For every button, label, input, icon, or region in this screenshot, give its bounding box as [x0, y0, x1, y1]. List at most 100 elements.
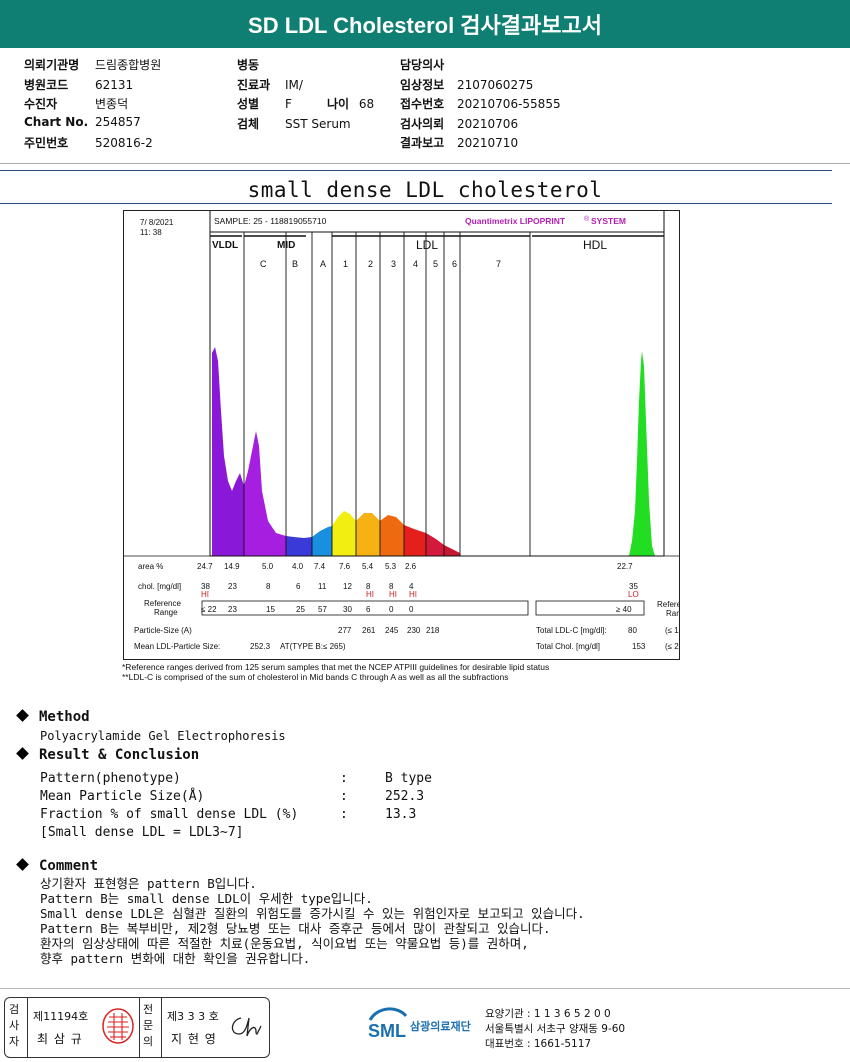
- comment-line: Pattern B는 small dense LDL이 우세한 type입니다.: [40, 891, 373, 906]
- method-heading: Method: [16, 709, 90, 725]
- info-value: 20210710: [457, 136, 519, 150]
- area-label: area %: [138, 562, 163, 571]
- examiner-number: 제11194호: [33, 1010, 89, 1023]
- comment-title: Comment: [39, 858, 99, 874]
- age-field: 나이 68: [327, 95, 374, 112]
- area-value: 2.6: [405, 562, 417, 571]
- peak-ldl5: [426, 533, 444, 556]
- info-label: Chart No.: [24, 114, 89, 129]
- mean-type: AT(TYPE B:≤ 265): [280, 642, 346, 651]
- info-label: 수진자: [24, 97, 58, 111]
- peak-ldl4: [404, 525, 426, 556]
- info-row: Chart No. 254857: [24, 115, 141, 129]
- area-value: 5.4: [362, 562, 374, 571]
- peak-vldl: [212, 347, 244, 556]
- info-row: 주민번호 520816-2: [24, 134, 153, 151]
- band-label: 3: [391, 259, 396, 269]
- result-label: Fraction % of small dense LDL (%): [40, 807, 299, 822]
- lab-address: 서울특별시 서초구 양재동 9-60: [485, 1023, 626, 1035]
- chol-flag: HI: [201, 590, 209, 599]
- hdl-ref-value: ≥ 40: [616, 605, 632, 614]
- info-row: 접수번호 20210706-55855: [400, 95, 561, 112]
- result-label: Pattern(phenotype): [40, 771, 181, 786]
- area-value: 14.9: [224, 562, 240, 571]
- result-note: [Small dense LDL = LDL3~7]: [40, 825, 244, 840]
- header-divider: [0, 163, 850, 164]
- age-label: 나이: [327, 97, 350, 111]
- comment-text: 상기환자 표현형은 pattern B입니다. Pattern B는 small …: [40, 876, 585, 966]
- result-heading: Result & Conclusion: [16, 747, 200, 763]
- specialist-side-label: 전문의: [143, 1003, 154, 1048]
- band-label: 6: [452, 259, 457, 269]
- specialist-signature-icon: [231, 1017, 262, 1037]
- sml-logo-text: SML: [368, 1021, 406, 1041]
- result-row: Pattern(phenotype): B type: [40, 771, 432, 786]
- comment-line: 상기환자 표현형은 pattern B입니다.: [40, 876, 257, 891]
- group-label-hdl: HDL: [583, 238, 607, 252]
- result-title: Result & Conclusion: [39, 747, 200, 763]
- hdl-chol-flag: LO: [628, 590, 639, 599]
- brand-name: Quantimetrix LIPOPRINT: [465, 216, 566, 226]
- ref-value: 57: [318, 605, 327, 614]
- sig-divider: [161, 998, 162, 1057]
- info-label: 결과보고: [400, 136, 445, 150]
- result-value: 252.3: [385, 789, 425, 804]
- chol-flag: HI: [389, 590, 397, 599]
- total-chol-value: 153: [632, 642, 646, 651]
- info-value: 20210706-55855: [457, 97, 561, 111]
- peak-c: [244, 431, 286, 556]
- info-label: 검체: [237, 116, 260, 131]
- result-colon: :: [340, 771, 348, 786]
- ref-box: [201, 600, 529, 616]
- chol-flag: HI: [366, 590, 374, 599]
- area-value: 4.0: [292, 562, 304, 571]
- info-label: 검사의뢰: [400, 116, 445, 131]
- chol-value: 11: [318, 582, 327, 591]
- ref-label-right: Reference: [657, 600, 679, 609]
- chart-time: 11: 38: [140, 228, 162, 237]
- method-text: Polyacrylamide Gel Electrophoresis: [40, 729, 286, 743]
- particle-value: 245: [385, 626, 399, 635]
- ref-value: 23: [228, 605, 237, 614]
- chol-value: 23: [228, 582, 237, 591]
- chol-label: chol. [mg/dl]: [138, 582, 181, 591]
- particle-label: Particle-Size (A): [134, 626, 192, 635]
- diamond-bullet-icon: [16, 747, 29, 760]
- peak-a: [312, 526, 332, 556]
- ref-value: 0: [389, 605, 394, 614]
- ref-label: Reference: [144, 599, 181, 608]
- particle-value: 261: [362, 626, 376, 635]
- lab-phone: 대표번호 : 1661-5117: [485, 1038, 592, 1050]
- info-label: 의뢰기관명: [24, 58, 80, 72]
- sample-id: SAMPLE: 25 - 118819055710: [214, 216, 327, 226]
- section-rule-top: [0, 170, 832, 171]
- chol-value: 8: [266, 582, 271, 591]
- total-ldl-label: Total LDL-C [mg/dl]:: [536, 626, 607, 635]
- info-row: 성별 F: [237, 95, 292, 112]
- info-row: 병원코드 62131: [24, 76, 133, 93]
- section-title: small dense LDL cholesterol: [247, 178, 603, 202]
- comment-line: 향후 pattern 변화에 대한 확인을 권유합니다.: [40, 951, 311, 966]
- result-value: B type: [385, 771, 432, 786]
- peak-hdl: [629, 351, 655, 556]
- total-chol-label: Total Chol. [mg/dl]: [536, 642, 600, 651]
- info-value: IM/: [285, 77, 303, 92]
- ref-value: 15: [266, 605, 275, 614]
- info-row: 결과보고 20210710: [400, 134, 518, 151]
- group-label-mid: MID: [277, 240, 295, 251]
- hdl-chol-value: 35: [629, 582, 638, 591]
- particle-value: 230: [407, 626, 421, 635]
- peak-ldl1: [332, 511, 356, 556]
- info-row: 검사의뢰 20210706: [400, 115, 518, 132]
- area-value: 7.4: [314, 562, 326, 571]
- info-label: 담당의사: [400, 58, 445, 72]
- band-label: C: [260, 259, 267, 269]
- info-value: 254857: [95, 114, 141, 129]
- info-row: 수진자 변종덕: [24, 95, 128, 112]
- area-value: 7.6: [339, 562, 351, 571]
- examiner-side-label: 검사자: [9, 1003, 20, 1048]
- info-label: 접수번호: [400, 97, 445, 111]
- band-label: 2: [368, 259, 373, 269]
- band-label: 1: [343, 259, 348, 269]
- brand-system: SYSTEM: [591, 216, 626, 226]
